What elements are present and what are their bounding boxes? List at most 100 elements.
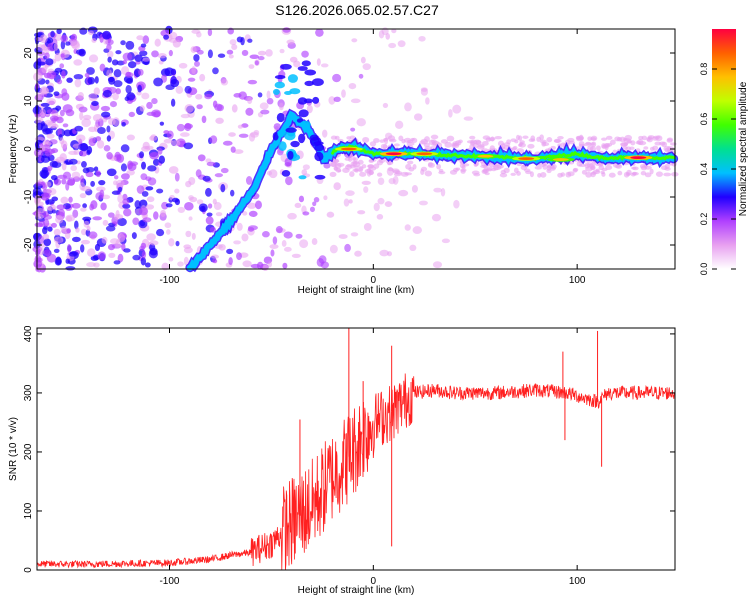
heatmap-noise-cell <box>247 227 255 232</box>
heatmap-noise-cell <box>66 179 75 186</box>
heatmap-noise-cell <box>88 30 95 36</box>
heatmap-noise-cell <box>206 212 213 217</box>
heatmap-noise-cell <box>643 146 649 150</box>
heatmap-blob <box>314 151 324 162</box>
heatmap-noise-cell <box>140 242 147 250</box>
heatmap-noise-cell <box>631 166 637 170</box>
heatmap-noise-cell <box>53 91 60 97</box>
heatmap-noise-cell <box>360 56 366 64</box>
heatmap-noise-cell <box>34 222 44 228</box>
heatmap-noise-cell <box>187 77 196 82</box>
heatmap-noise-cell <box>53 236 64 244</box>
x-tick-label: -100 <box>159 576 179 587</box>
heatmap-noise-cell <box>196 104 203 110</box>
heatmap-noise-cell <box>337 169 342 173</box>
heatmap-noise-cell <box>106 125 111 133</box>
heatmap-noise-cell <box>40 87 50 95</box>
heatmap-noise-cell <box>198 203 208 213</box>
heatmap-noise-cell <box>425 97 430 105</box>
heatmap-noise-cell <box>123 248 131 253</box>
heatmap-noise-cell <box>40 155 51 163</box>
heatmap-y-ticks: -20 -10 0 10 20 <box>23 47 675 252</box>
heatmap-noise-cell <box>121 121 126 127</box>
heatmap-noise-cell <box>598 163 603 167</box>
heatmap-noise-cell <box>530 135 536 142</box>
heatmap-noise-cell <box>86 149 91 156</box>
snr-frame <box>36 327 676 571</box>
heatmap-blob <box>272 131 279 141</box>
heatmap-noise-cell <box>452 141 460 146</box>
colorbar-ticks: 0.0 0.2 0.4 0.6 0.8 <box>699 63 736 275</box>
heatmap-noise-cell <box>125 40 135 50</box>
heatmap-noise-cell <box>35 213 44 220</box>
heatmap-noise-cell <box>115 50 122 55</box>
heatmap-noise-cell <box>107 243 115 251</box>
heatmap-noise-cell <box>97 251 107 261</box>
heatmap-noise-cell <box>122 198 130 205</box>
heatmap-noise-cell <box>115 239 122 248</box>
colorbar: 0.0 0.2 0.4 0.6 0.8 Normalized spectral ampl… <box>699 29 749 275</box>
heatmap-noise-cell <box>228 54 234 59</box>
heatmap-noise-cell <box>87 248 96 257</box>
heatmap-noise-cell <box>81 118 92 128</box>
heatmap-noise-cell <box>387 135 396 142</box>
heatmap-noise-cell <box>146 233 156 241</box>
heatmap-noise-cell <box>46 253 57 263</box>
heatmap-noise-cell <box>226 49 234 55</box>
heatmap-noise-cell <box>156 228 165 237</box>
heatmap-noise-cell <box>446 135 455 142</box>
heatmap-noise-cell <box>350 98 361 104</box>
heatmap-blob <box>285 127 297 133</box>
heatmap-noise-cell <box>587 145 594 151</box>
heatmap-noise-cell <box>44 150 53 157</box>
snr-y-axis-label: SNR (10 * v/v) <box>8 417 19 481</box>
heatmap-noise-cell <box>459 163 466 169</box>
heatmap-noise-cell <box>629 146 635 151</box>
heatmap-noise-cell <box>361 180 371 186</box>
heatmap-noise-cell <box>323 162 331 169</box>
heatmap-noise-cell <box>330 135 338 140</box>
heatmap-noise-cell <box>86 225 91 232</box>
heatmap-noise-cell <box>157 52 167 59</box>
heatmap-noise-cell <box>153 211 159 220</box>
heatmap-noise-cell <box>46 109 56 115</box>
heatmap-noise-cell <box>46 98 57 105</box>
y-tick-label: -10 <box>23 189 34 204</box>
heatmap-noise-cell <box>73 59 83 66</box>
heatmap-noise-cell <box>207 49 213 59</box>
heatmap-noise-cell <box>398 189 409 197</box>
heatmap-noise-cell <box>542 142 550 147</box>
heatmap-noise-cell <box>188 216 193 221</box>
heatmap-noise-cell <box>377 197 385 205</box>
heatmap-noise-cell <box>473 139 482 145</box>
heatmap-noise-cell <box>238 133 249 138</box>
heatmap-noise-cell <box>326 211 335 218</box>
heatmap-noise-cell <box>237 124 244 129</box>
heatmap-blob <box>274 74 286 80</box>
heatmap-noise-cell <box>160 209 167 217</box>
heatmap-noise-cell <box>91 38 97 43</box>
heatmap-noise-cell <box>65 109 75 117</box>
heatmap-noise-cell <box>195 169 202 178</box>
snr-x-ticks: -100 0 100 <box>159 328 586 587</box>
heatmap-noise-cell <box>348 157 353 162</box>
heatmap-noise-cell <box>47 226 53 232</box>
heatmap-noise-cell <box>481 140 489 146</box>
heatmap-noise-cell <box>272 236 278 245</box>
heatmap-noise-cell <box>174 198 181 206</box>
heatmap-noise-cell <box>567 171 575 177</box>
heatmap-noise-cell <box>608 172 616 178</box>
heatmap-noise-cell <box>333 182 342 191</box>
heatmap-noise-cell <box>170 75 177 85</box>
heatmap-noise-cell <box>348 199 353 204</box>
heatmap-noise-cell <box>174 172 180 182</box>
heatmap-blob <box>287 74 298 83</box>
heatmap-noise-cell <box>510 172 517 176</box>
heatmap-noise-cell <box>122 52 133 61</box>
heatmap-noise-cell <box>349 171 355 178</box>
heatmap-blob <box>313 141 324 146</box>
heatmap-noise-cell <box>113 213 124 220</box>
heatmap-noise-cell <box>57 174 68 180</box>
ridge-peak <box>385 152 402 156</box>
heatmap-noise-cell <box>578 143 586 147</box>
